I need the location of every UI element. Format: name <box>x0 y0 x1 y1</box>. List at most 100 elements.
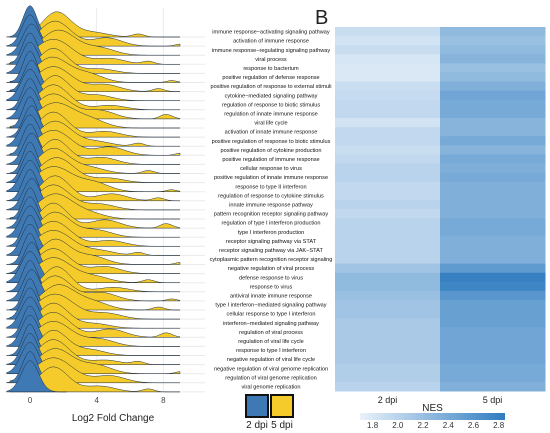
heatmap-cell <box>335 154 441 164</box>
heatmap-cell <box>335 309 441 319</box>
ridgeline-x-tick-label: 0 <box>28 396 33 405</box>
go-term-labels: immune response−activating signaling pat… <box>210 30 333 391</box>
go-term-label: cytokine−mediated signaling pathway <box>225 93 318 99</box>
colorbar-bar <box>360 413 505 420</box>
go-term-label: regulation of viral life cycle <box>238 339 304 345</box>
heatmap-cell <box>440 127 546 137</box>
heatmap-cell <box>440 318 546 328</box>
heatmap-cell <box>440 190 546 201</box>
go-term-label: negative regulation of viral life cycle <box>227 357 315 363</box>
heatmap-cell <box>335 127 441 137</box>
go-term-label: positive regulation of innate immune res… <box>214 175 328 181</box>
heatmap-cell <box>440 27 546 37</box>
go-term-label: pattern recognition receptor signaling p… <box>214 212 329 218</box>
heatmap-cell <box>440 172 546 183</box>
heatmap-cell <box>335 172 441 183</box>
go-term-label: defense response to virus <box>239 275 303 281</box>
legend-label-5dpi: 5 dpi <box>271 420 293 431</box>
go-term-label: cellular response to virus <box>240 166 302 172</box>
go-term-label: viral life cycle <box>254 121 287 127</box>
heatmap-column-label: 2 dpi <box>378 395 398 405</box>
go-term-label: viral genome replication <box>241 384 300 390</box>
heatmap-cell <box>335 327 441 337</box>
go-term-label: viral process <box>255 57 287 63</box>
heatmap-cell <box>440 263 546 274</box>
go-term-label: type I interferon production <box>238 230 305 236</box>
colorbar-tick-label: 2.2 <box>417 421 429 430</box>
heatmap-cell <box>335 254 441 265</box>
heatmap-cell <box>335 72 441 83</box>
colorbar-tick-label: 2.8 <box>493 421 505 430</box>
heatmap-cell <box>440 372 546 383</box>
heatmap-cell <box>440 54 546 64</box>
go-term-label: immune response−regulating signaling pat… <box>212 48 331 54</box>
heatmap-cell <box>440 136 546 146</box>
heatmap-cell <box>440 72 546 83</box>
ridgeline-x-tick-label: 4 <box>94 396 99 405</box>
heatmap-cell <box>335 99 441 110</box>
heatmap-cell <box>335 54 441 64</box>
go-term-label: regulation of response to cytokine stimu… <box>218 193 324 199</box>
go-term-label: response to bacterium <box>243 66 299 72</box>
heatmap-cell <box>440 381 546 392</box>
heatmap-cell <box>440 227 546 237</box>
heatmap-cell <box>440 99 546 110</box>
heatmap-cell <box>335 218 441 228</box>
heatmap-cell <box>440 327 546 337</box>
legend-swatch-2dpi <box>245 394 269 418</box>
heatmap-cell <box>440 36 546 46</box>
go-term-label: type I interferon−mediated signaling pat… <box>215 303 326 309</box>
heatmap-cell <box>440 118 546 128</box>
go-term-label: cellular response to type I interferon <box>227 312 316 318</box>
heatmap-cell <box>440 236 546 246</box>
heatmap-cell <box>440 63 546 73</box>
heatmap-cell <box>335 90 441 101</box>
nes-colorbar: NES 1.8 2.0 2.2 2.4 2.6 2.8 <box>360 403 505 430</box>
ridgeline-x-tick-label: 8 <box>161 396 166 405</box>
panel-label-b: B <box>315 7 328 29</box>
go-term-label: receptor signaling pathway via STAT <box>226 239 317 245</box>
heatmap-cell <box>335 45 441 55</box>
legend-swatch-5dpi <box>270 394 294 418</box>
heatmap-cell <box>335 236 441 246</box>
heatmap-cell <box>440 145 546 155</box>
heatmap-cell <box>335 272 441 283</box>
heatmap-cell <box>335 118 441 128</box>
colorbar-tick-label: 2.6 <box>468 421 480 430</box>
heatmap-cell <box>440 81 546 92</box>
go-term-label: cytoplasmic pattern recognition receptor… <box>210 257 333 263</box>
go-term-label: positive regulation of defense response <box>222 75 319 81</box>
heatmap-cell <box>440 363 546 374</box>
heatmap-cell <box>440 300 546 310</box>
go-term-label: positive regulation of cytokine producti… <box>220 148 321 154</box>
go-term-label: activation of immune response <box>233 39 309 45</box>
heatmap-cell <box>335 181 441 192</box>
heatmap-panel: 2 dpi 5 dpi <box>335 27 546 405</box>
heatmap-cell <box>335 27 441 37</box>
heatmap-cell <box>440 108 546 119</box>
heatmap-cell <box>335 81 441 92</box>
heatmap-cell <box>335 363 441 374</box>
heatmap-cell <box>440 154 546 164</box>
heatmap-cell <box>335 354 441 365</box>
heatmap-cell <box>335 336 441 346</box>
heatmap-cell <box>335 381 441 392</box>
heatmap-cell <box>335 136 441 146</box>
heatmap-cell <box>335 300 441 310</box>
heatmap-cell <box>440 272 546 283</box>
heatmap-cell <box>335 290 441 301</box>
colorbar-title: NES <box>422 403 443 414</box>
heatmap-cell <box>335 199 441 210</box>
heatmap-cell <box>335 372 441 383</box>
ridgeline-legend: 2 dpi 5 dpi <box>245 394 294 431</box>
heatmap-cell <box>440 354 546 365</box>
go-term-label: negative regulation of viral process <box>228 266 315 272</box>
colorbar-tick-label: 2.0 <box>392 421 404 430</box>
go-term-label: regulation of viral process <box>239 330 303 336</box>
heatmap-cell <box>335 190 441 201</box>
heatmap-cell <box>335 345 441 356</box>
heatmap-cell <box>440 309 546 319</box>
heatmap-cell <box>440 218 546 228</box>
ridgeline-x-axis: Log2 Fold Change <box>72 413 155 424</box>
